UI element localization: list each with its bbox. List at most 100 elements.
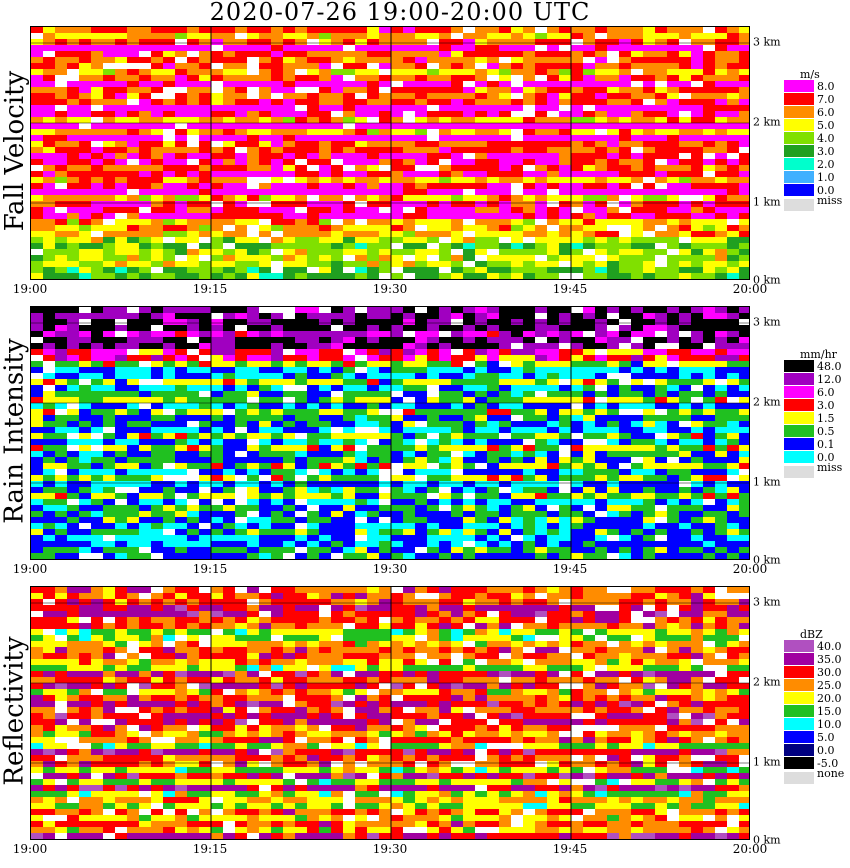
heatmap-cell xyxy=(55,307,67,313)
heatmap-cell xyxy=(715,93,727,99)
heatmap-cell xyxy=(103,81,115,87)
heatmap-cell xyxy=(331,493,343,499)
heatmap-cell xyxy=(523,451,535,457)
heatmap-cell xyxy=(55,33,67,39)
heatmap-cell xyxy=(391,51,403,57)
heatmap-cell xyxy=(427,141,439,147)
heatmap-cell xyxy=(115,319,127,325)
heatmap-cell xyxy=(667,27,679,33)
heatmap-cell xyxy=(187,75,199,81)
heatmap-cell xyxy=(307,493,319,499)
heatmap-cell xyxy=(535,195,547,201)
heatmap-cell xyxy=(403,129,415,135)
heatmap-cell xyxy=(127,261,139,267)
heatmap-cell xyxy=(571,505,583,511)
heatmap-cell xyxy=(103,439,115,445)
heatmap-cell xyxy=(331,307,343,313)
heatmap-cell xyxy=(607,249,619,255)
heatmap-cell xyxy=(319,403,331,409)
heatmap-cell xyxy=(271,225,283,231)
heatmap-cell xyxy=(199,93,211,99)
heatmap-cell xyxy=(559,505,571,511)
heatmap-cell xyxy=(499,165,511,171)
heatmap-cell xyxy=(607,529,619,535)
heatmap-cell xyxy=(187,249,199,255)
heatmap-cell xyxy=(607,421,619,427)
heatmap-cell xyxy=(571,355,583,361)
heatmap-cell xyxy=(91,547,103,553)
heatmap-cell xyxy=(607,129,619,135)
heatmap-cell xyxy=(139,267,151,273)
heatmap-cell xyxy=(727,147,739,153)
heatmap-cell xyxy=(367,225,379,231)
heatmap-cell xyxy=(547,373,559,379)
heatmap-cell xyxy=(175,325,187,331)
heatmap-cell xyxy=(211,129,223,135)
heatmap-cell xyxy=(31,337,43,343)
heatmap-cell xyxy=(439,69,451,75)
heatmap-cell xyxy=(487,225,499,231)
heatmap-cell xyxy=(739,213,749,219)
heatmap-cell xyxy=(283,255,295,261)
heatmap-cell xyxy=(91,183,103,189)
heatmap-cell xyxy=(499,261,511,267)
heatmap-cell xyxy=(43,457,55,463)
heatmap-cell xyxy=(703,499,715,505)
heatmap-cell xyxy=(139,523,151,529)
heatmap-cell xyxy=(55,391,67,397)
heatmap-cell xyxy=(643,99,655,105)
heatmap-cell xyxy=(295,183,307,189)
heatmap-cell xyxy=(547,307,559,313)
heatmap-cell xyxy=(163,273,175,279)
heatmap-cell xyxy=(235,481,247,487)
heatmap-cell xyxy=(703,337,715,343)
heatmap-cell xyxy=(307,457,319,463)
heatmap-cell xyxy=(91,463,103,469)
heatmap-cell xyxy=(379,243,391,249)
heatmap-cell xyxy=(127,201,139,207)
heatmap-cell xyxy=(655,33,667,39)
heatmap-cell xyxy=(403,517,415,523)
heatmap-cell xyxy=(619,481,631,487)
heatmap-cell xyxy=(235,367,247,373)
heatmap-cell xyxy=(643,385,655,391)
heatmap-cell xyxy=(331,195,343,201)
heatmap-cell xyxy=(199,415,211,421)
heatmap-cell xyxy=(715,159,727,165)
heatmap-cell xyxy=(703,355,715,361)
heatmap-cell xyxy=(643,499,655,505)
heatmap-cell xyxy=(67,487,79,493)
heatmap-cell xyxy=(739,427,749,433)
heatmap-cell xyxy=(43,39,55,45)
heatmap-cell xyxy=(607,171,619,177)
heatmap-cell xyxy=(127,135,139,141)
heatmap-cell xyxy=(607,63,619,69)
heatmap-cell xyxy=(319,541,331,547)
heatmap-cell xyxy=(211,45,223,51)
heatmap-cell xyxy=(235,81,247,87)
heatmap-cell xyxy=(163,361,175,367)
heatmap-cell xyxy=(679,457,691,463)
heatmap-cell xyxy=(571,99,583,105)
heatmap-cell xyxy=(415,403,427,409)
heatmap-cell xyxy=(199,129,211,135)
heatmap-cell xyxy=(355,45,367,51)
heatmap-cell xyxy=(571,51,583,57)
heatmap-cell xyxy=(679,397,691,403)
heatmap-cell xyxy=(307,451,319,457)
heatmap-cell xyxy=(619,237,631,243)
heatmap-cell xyxy=(547,421,559,427)
heatmap-cell xyxy=(739,249,749,255)
heatmap-cell xyxy=(703,243,715,249)
heatmap-cell xyxy=(595,535,607,541)
heatmap-cell xyxy=(67,87,79,93)
heatmap-cell xyxy=(127,105,139,111)
heatmap-cell xyxy=(163,337,175,343)
heatmap-cell xyxy=(463,183,475,189)
heatmap-cell xyxy=(103,237,115,243)
heatmap-cell xyxy=(163,147,175,153)
heatmap-cell xyxy=(403,99,415,105)
heatmap-cell xyxy=(715,469,727,475)
heatmap-cell xyxy=(379,165,391,171)
heatmap-cell xyxy=(55,243,67,249)
